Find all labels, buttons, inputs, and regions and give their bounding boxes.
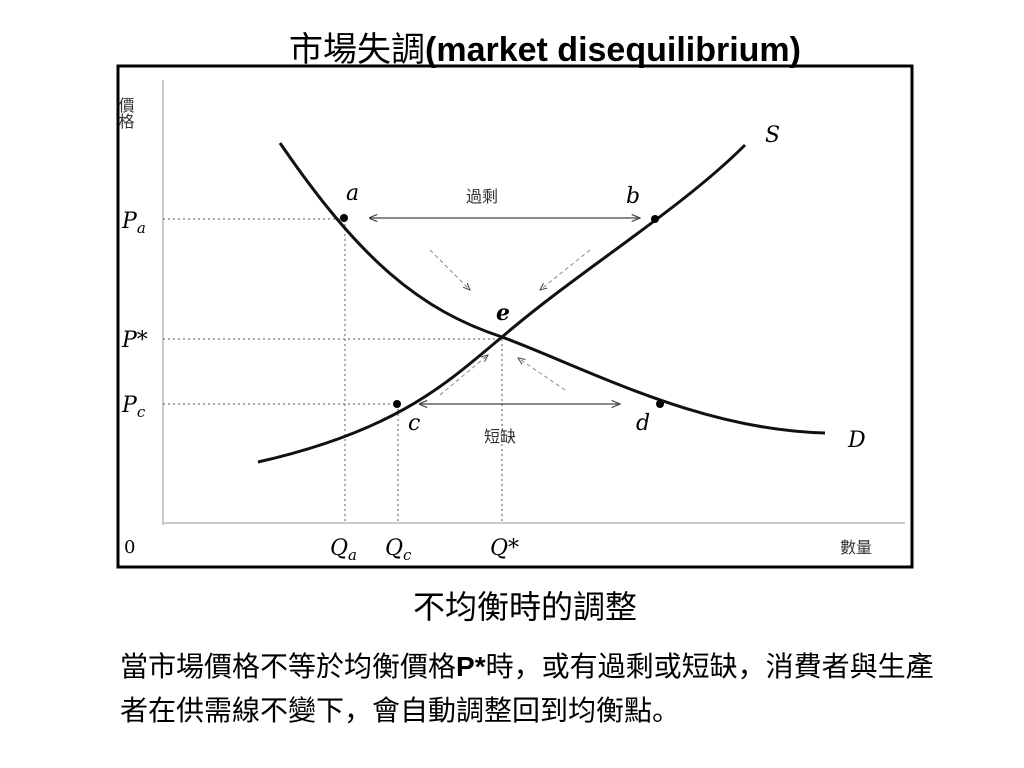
adjust-arrow: [429, 249, 470, 290]
label-main: P: [121, 393, 138, 418]
quantity-label: Qa: [330, 536, 357, 564]
point: [651, 215, 659, 223]
point: [393, 400, 401, 408]
price-label: P*: [121, 328, 148, 353]
origin-label: 0: [124, 537, 135, 558]
point-label: a: [346, 181, 359, 206]
point-label: e: [496, 300, 510, 326]
surplus-label: 過剩: [466, 187, 498, 206]
body-part: 當市場價格不等於均衡價格: [120, 650, 457, 683]
price-label: Pa: [121, 209, 146, 237]
label-sub: a: [348, 546, 357, 564]
label-sub: a: [137, 219, 146, 237]
point-label: b: [626, 184, 640, 209]
point-label: c: [408, 411, 420, 436]
point-label: d: [636, 411, 650, 436]
point: [656, 400, 664, 408]
label-main: Q: [330, 536, 348, 561]
curve-label: S: [765, 123, 780, 148]
title-cjk: 市場失調: [289, 30, 426, 70]
label-sub: c: [403, 546, 412, 564]
label-main: P: [121, 209, 138, 234]
adjust-arrow: [540, 249, 591, 290]
adjust-arrow: [439, 355, 488, 396]
body-part: 時，或有過剩或短缺，消費者與生產者在供需線不變下，會自動調整回到均衡點。: [120, 650, 934, 727]
body-emphasis: P*: [456, 651, 486, 682]
label-sub: c: [137, 403, 146, 421]
price-label: Pc: [121, 393, 146, 421]
point: [340, 214, 348, 222]
body-text: 當市場價格不等於均衡價格P*時，或有過剩或短缺，消費者與生產者在供需線不變下，會…: [120, 645, 940, 733]
shortage-label: 短缺: [484, 427, 516, 446]
supply-curve: [257, 143, 747, 464]
frame: [116, 64, 914, 569]
demand-curve: [278, 142, 826, 435]
quantity-label: Qc: [385, 536, 412, 564]
slide-title: 市場失調(market disequilibrium): [0, 22, 1024, 71]
label-main: Q: [385, 536, 403, 561]
curve-label: D: [847, 428, 866, 453]
caption: 不均衡時的調整: [412, 588, 637, 626]
y-axis-label: 價格: [116, 97, 135, 129]
title-en: (market disequilibrium): [425, 31, 801, 69]
x-axis-label: 數量: [840, 538, 872, 557]
quantity-label: Q*: [490, 536, 519, 561]
adjust-arrow: [518, 358, 566, 391]
